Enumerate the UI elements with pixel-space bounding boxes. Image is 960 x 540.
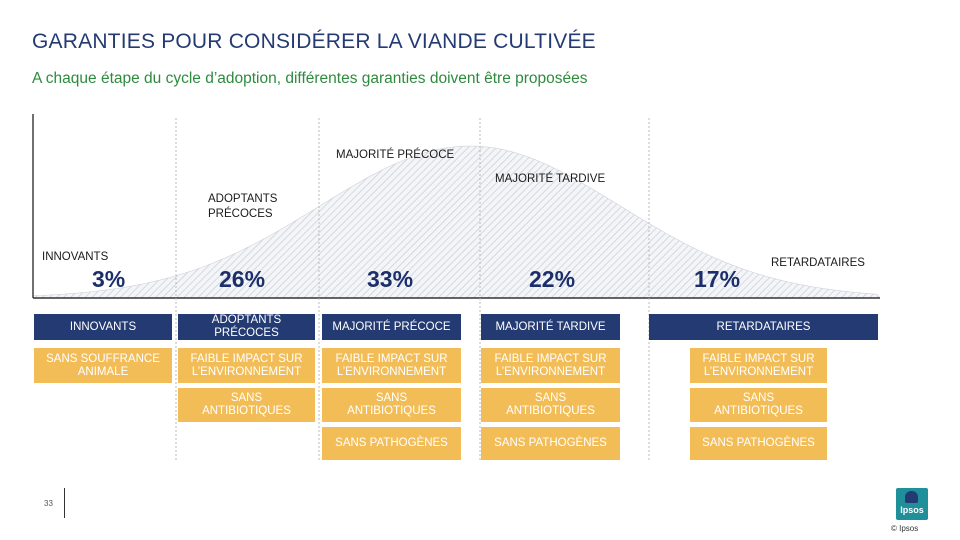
- guarantee-retardataires-3: SANS PATHOGÈNES: [690, 427, 827, 460]
- page-title: GARANTIES POUR CONSIDÉRER LA VIANDE CULT…: [32, 30, 596, 53]
- copyright: © Ipsos: [891, 524, 919, 533]
- guarantee-retardataires-1: FAIBLE IMPACT SUR L’ENVIRONNEMENT: [690, 348, 827, 383]
- bell-curve-area: [32, 145, 881, 299]
- curve-label-innovants: INNOVANTS: [42, 251, 109, 263]
- footer-divider: [64, 488, 65, 518]
- curve-label-adoptants-line2: PRÉCOCES: [208, 208, 273, 220]
- guarantee-majorite-tardive-2: SANS ANTIBIOTIQUES: [481, 388, 620, 422]
- curve-label-majorite-tardive: MAJORITÉ TARDIVE: [495, 173, 606, 185]
- segment-header-retardataires: RETARDATAIRES: [649, 314, 878, 340]
- guarantee-majorite-precoce-2: SANS ANTIBIOTIQUES: [322, 388, 461, 422]
- segment-header-majorite-precoce: MAJORITÉ PRÉCOCE: [322, 314, 461, 340]
- guarantee-retardataires-2: SANS ANTIBIOTIQUES: [690, 388, 827, 422]
- guarantee-majorite-tardive-3: SANS PATHOGÈNES: [481, 427, 620, 460]
- guarantee-adoptants-1: FAIBLE IMPACT SUR L’ENVIRONNEMENT: [178, 348, 315, 383]
- guarantee-majorite-precoce-3: SANS PATHOGÈNES: [322, 427, 461, 460]
- segment-header-adoptants-precoces: ADOPTANTS PRÉCOCES: [178, 314, 315, 340]
- segment-header-innovants: INNOVANTS: [34, 314, 172, 340]
- guarantee-adoptants-2: SANS ANTIBIOTIQUES: [178, 388, 315, 422]
- percent-innovants: 3%: [92, 266, 126, 292]
- curve-label-retardataires: RETARDATAIRES: [771, 257, 865, 269]
- percent-retardataires: 17%: [694, 266, 741, 292]
- curve-label-majorite-precoce: MAJORITÉ PRÉCOCE: [336, 149, 455, 161]
- ipsos-logo-mark: [905, 491, 918, 503]
- page-subtitle: A chaque étape du cycle d’adoption, diff…: [32, 70, 588, 87]
- curve-label-adoptants-line1: ADOPTANTS: [208, 193, 278, 205]
- guarantee-majorite-tardive-1: FAIBLE IMPACT SUR L’ENVIRONNEMENT: [481, 348, 620, 383]
- guarantee-innovants-1: SANS SOUFFRANCE ANIMALE: [34, 348, 172, 383]
- percent-majorite-tardive: 22%: [529, 266, 576, 292]
- ipsos-logo-text: Ipsos: [900, 505, 924, 515]
- page-number: 33: [44, 499, 53, 508]
- segment-header-majorite-tardive: MAJORITÉ TARDIVE: [481, 314, 620, 340]
- percent-adoptants-precoces: 26%: [219, 266, 266, 292]
- guarantee-majorite-precoce-1: FAIBLE IMPACT SUR L’ENVIRONNEMENT: [322, 348, 461, 383]
- percent-majorite-precoce: 33%: [367, 266, 414, 292]
